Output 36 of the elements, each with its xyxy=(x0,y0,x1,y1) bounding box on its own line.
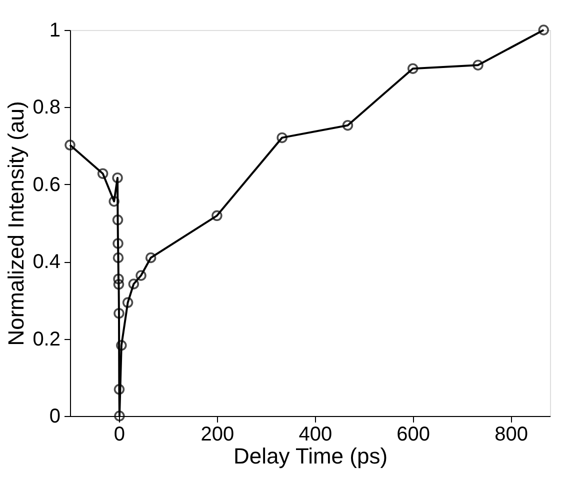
x-tick-label: 0 xyxy=(114,424,126,446)
point xyxy=(136,270,146,281)
point xyxy=(538,24,550,36)
point xyxy=(472,60,484,70)
point xyxy=(112,172,123,184)
x-tick-label: 400 xyxy=(298,424,332,446)
point xyxy=(112,214,124,226)
y-tick-label: 0.2 xyxy=(32,328,60,350)
point xyxy=(114,308,124,319)
point xyxy=(97,168,108,179)
point xyxy=(116,340,127,351)
point xyxy=(212,210,222,222)
point xyxy=(113,279,124,290)
y-axis-title: Normalized Intensity (au) xyxy=(4,101,29,346)
point xyxy=(145,252,156,264)
x-tick-label: 800 xyxy=(494,424,528,446)
y-tick-label: 0.6 xyxy=(32,174,60,196)
point xyxy=(407,63,418,74)
y-tick-label: 0.8 xyxy=(32,96,60,119)
x-tick-label: 200 xyxy=(200,424,234,446)
x-axis-title: Delay Time (ps) xyxy=(233,444,388,468)
point xyxy=(112,252,124,264)
point xyxy=(122,297,134,308)
point xyxy=(342,120,354,131)
point xyxy=(64,140,76,150)
point xyxy=(113,274,124,284)
x-tick-label: 600 xyxy=(396,424,430,446)
point xyxy=(114,410,125,422)
point xyxy=(276,132,288,144)
point xyxy=(112,238,124,249)
point xyxy=(114,384,125,395)
point xyxy=(108,196,120,207)
point xyxy=(128,278,140,290)
y-tick-label: 0 xyxy=(49,406,60,428)
y-tick-label: 0.4 xyxy=(32,251,60,274)
y-tick-label: 1 xyxy=(49,20,60,42)
